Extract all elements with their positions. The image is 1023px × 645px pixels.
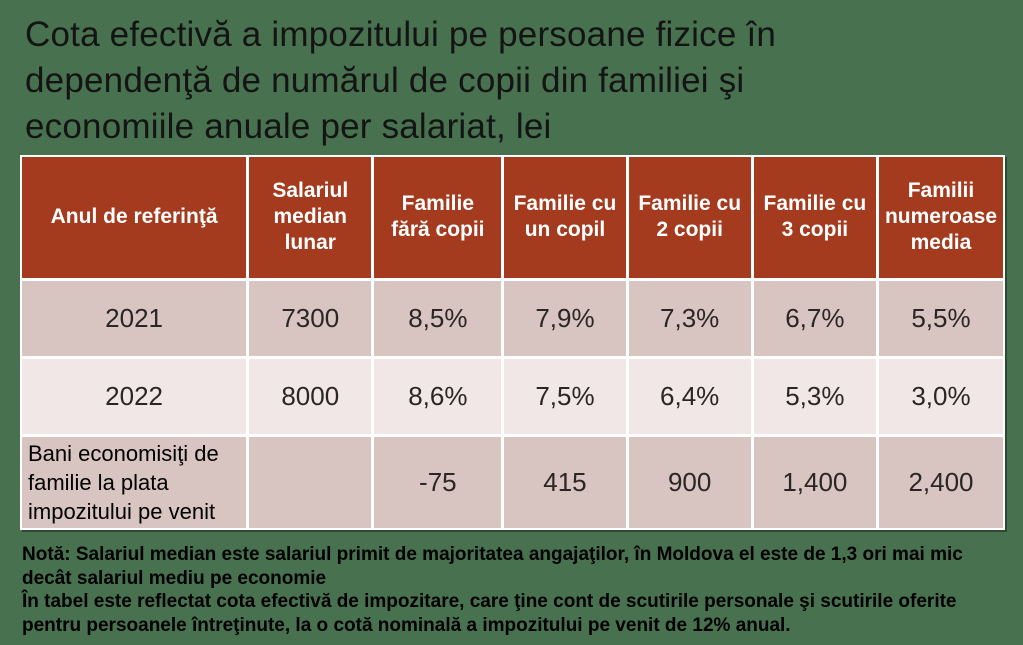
row-2021-salariu-cell: 7300 [249,280,372,356]
footnote-line-4: pentru persoanele întreţinute, la o cotă… [22,614,791,636]
page-title: Cota efectivă a impozitului pe persoane … [25,12,1015,150]
row-economii-numeroase-cell: 2,400 [878,436,1003,528]
footnote-line-1: Notă: Salariul median este salariul prim… [22,544,963,565]
row-2022-3-copii-cell: 5,3% [753,358,876,434]
column-header-salariul-median: Salariul median lunar [249,157,372,278]
row-2021-year-cell: 2021 [22,280,247,356]
column-header-familie-fara-copii: Familie fără copii [374,157,502,278]
row-2022-2-copii-cell: 6,4% [628,358,751,434]
row-2022-numeroase-cell: 3,0% [878,358,1003,434]
footnote-line-3: În tabel este reflectat cota efectivă de… [22,591,957,612]
column-header-familie-un-copil: Familie cu un copil [504,157,626,278]
column-header-anul-referinta: Anul de referinţă [22,157,247,278]
row-2022-salariu-cell: 8000 [249,358,372,434]
footnote-line-2: decât salariul mediu pe economie [22,567,327,589]
row-economii-2-copii-cell: 900 [628,436,751,528]
data-table: Anul de referinţă Salariul median lunar … [20,155,1005,530]
column-header-familii-numeroase: Familii numeroase media [878,157,1003,278]
row-economii-fara-copii-cell: -75 [374,436,502,528]
title-line-3: economiile anuale per salariat, lei [25,107,552,146]
row-economii-salariu-cell [249,436,372,528]
title-line-1: Cota efectivă a impozitului pe persoane … [25,15,777,54]
row-economii-label-cell: Bani economisiţi de familie la plata imp… [22,436,247,528]
row-2021-numeroase-cell: 5,5% [878,280,1003,356]
row-2021-2-copii-cell: 7,3% [628,280,751,356]
row-2021-fara-copii-cell: 8,5% [374,280,502,356]
row-2022-year-cell: 2022 [22,358,247,434]
column-header-familie-3-copii: Familie cu 3 copii [753,157,876,278]
row-2021-3-copii-cell: 6,7% [753,280,876,356]
title-line-2: dependenţă de numărul de copii din famil… [25,61,745,100]
row-2021-un-copil-cell: 7,9% [504,280,626,356]
row-economii-un-copil-cell: 415 [504,436,626,528]
footnote: Notă: Salariul median este salariul prim… [22,543,1022,637]
column-header-familie-2-copii: Familie cu 2 copii [628,157,751,278]
row-2022-fara-copii-cell: 8,6% [374,358,502,434]
row-economii-3-copii-cell: 1,400 [753,436,876,528]
row-2022-un-copil-cell: 7,5% [504,358,626,434]
